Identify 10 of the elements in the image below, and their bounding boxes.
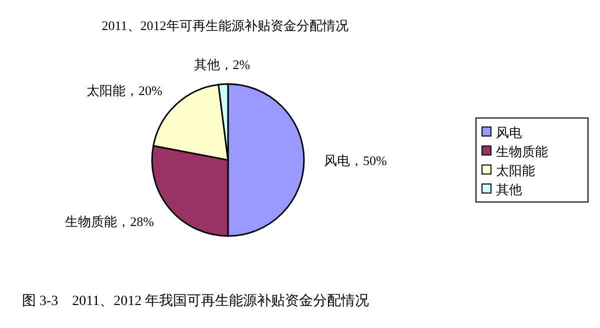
data-label: 风电，50% [324, 153, 387, 168]
chart-title: 2011、2012年可再生能源补贴资金分配情况 [102, 18, 348, 33]
legend-label: 风电 [496, 125, 522, 140]
data-label: 生物质能，28% [65, 214, 154, 230]
legend-label: 生物质能 [496, 144, 548, 159]
data-label: 其他，2% [194, 57, 250, 72]
caption: 图 3-3 2011、2012 年我国可再生能源补贴资金分配情况 [22, 293, 370, 309]
legend-label: 其他 [496, 182, 522, 197]
data-label: 太阳能，20% [86, 83, 162, 98]
legend-label: 太阳能 [496, 163, 535, 178]
